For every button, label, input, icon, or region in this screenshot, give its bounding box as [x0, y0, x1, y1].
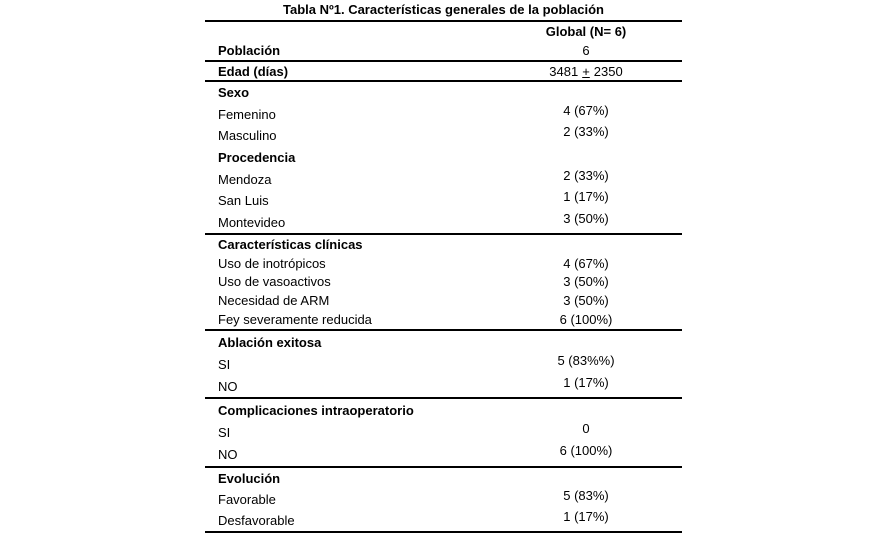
row-label: NO [218, 447, 238, 463]
row-value: 3481 +2350 [490, 65, 682, 78]
row-label: Femenino [218, 106, 276, 122]
row-label: Uso de inotrópicos [218, 255, 326, 271]
table-header-group: Global (N= 6) Población 6 [205, 20, 682, 60]
table-row: San Luis 1 (17%) [205, 190, 682, 212]
table-row: Uso de inotrópicos 4 (67%) [205, 254, 682, 273]
stats-table: Tabla Nº1. Características generales de … [205, 0, 682, 533]
row-value: 2 (33%) [563, 167, 609, 183]
plus-minus-sign: + [582, 63, 590, 79]
table-row: Desfavorable 1 (17%) [205, 510, 682, 531]
row-value: 1 (17%) [563, 189, 609, 205]
row-value: 5 (83%) [563, 488, 609, 503]
table-row: Edad (días) 3481 +2350 [205, 62, 682, 80]
table-row: SI 0 [205, 421, 682, 443]
row-label: San Luis [218, 193, 269, 209]
section-heading-row: Sexo [205, 82, 682, 104]
row-value: 0 [582, 420, 590, 436]
table-row: Necesidad de ARM 3 (50%) [205, 291, 682, 310]
section-heading-row: Evolución [205, 468, 682, 489]
section-heading-row: Complicaciones intraoperatorio [205, 399, 682, 421]
row-label: Uso de vasoactivos [218, 274, 331, 290]
row-label: Edad (días) [218, 63, 289, 79]
row-label: NO [218, 378, 238, 394]
section-heading-row: Características clínicas [205, 235, 682, 254]
row-label: Necesidad de ARM [218, 293, 330, 309]
row-label: Mendoza [218, 171, 272, 187]
section-heading: Evolución [218, 471, 281, 486]
row-value: 1 (17%) [563, 374, 609, 390]
row-value: 6 [582, 43, 590, 58]
row-value: 6 (100%) [559, 312, 613, 328]
table-row: Mendoza 2 (33%) [205, 168, 682, 190]
row-value: 1 (17%) [563, 509, 609, 524]
row-value: 6 (100%) [559, 443, 613, 459]
section-sexo-procedencia: Sexo Femenino 4 (67%) Masculino 2 (33%) … [205, 80, 682, 233]
section-heading: Procedencia [218, 150, 296, 166]
section-heading: Ablación exitosa [218, 334, 322, 350]
row-label: Masculino [218, 128, 277, 144]
section-evolucion: Evolución Favorable 5 (83%) Desfavorable… [205, 466, 682, 531]
section-heading: Sexo [218, 85, 250, 101]
table-row: Población 6 [205, 41, 682, 60]
table-row: Femenino 4 (67%) [205, 104, 682, 126]
table-row: Uso de vasoactivos 3 (50%) [205, 273, 682, 292]
edad-mean: 3481 [549, 63, 579, 79]
table-row: Fey severamente reducida 6 (100%) [205, 310, 682, 329]
edad-sd: 2350 [593, 63, 623, 79]
section-complicaciones: Complicaciones intraoperatorio SI 0 NO 6… [205, 397, 682, 466]
row-value: 5 (83%%) [557, 352, 615, 368]
table-row: Favorable 5 (83%) [205, 489, 682, 510]
section-ablacion-exitosa: Ablación exitosa SI 5 (83%%) NO 1 (17%) [205, 329, 682, 397]
row-label: Favorable [218, 492, 276, 507]
edad-group: Edad (días) 3481 +2350 [205, 60, 682, 80]
column-header-row: Global (N= 6) [205, 22, 682, 41]
row-value: 3 (50%) [563, 210, 609, 226]
row-label: SI [218, 424, 231, 440]
table-title: Tabla Nº1. Características generales de … [283, 2, 604, 17]
section-heading-row: Ablación exitosa [205, 331, 682, 353]
row-value: 4 (67%) [563, 102, 609, 118]
row-value: 4 (67%) [563, 255, 609, 271]
row-value: 2 (33%) [563, 124, 609, 140]
table-row: NO 6 (100%) [205, 444, 682, 466]
row-label: Población [218, 43, 281, 58]
row-label: Fey severamente reducida [218, 312, 372, 328]
section-heading-row: Procedencia [205, 147, 682, 169]
column-header: Global (N= 6) [545, 24, 627, 39]
row-label: Desfavorable [218, 513, 295, 528]
table-row: Masculino 2 (33%) [205, 125, 682, 147]
row-label: SI [218, 356, 231, 372]
section-caracteristicas-clinicas: Características clínicas Uso de inotrópi… [205, 233, 682, 329]
row-value: 3 (50%) [563, 274, 609, 290]
row-label: Montevideo [218, 214, 286, 230]
table-row: NO 1 (17%) [205, 375, 682, 397]
section-heading: Características clínicas [218, 236, 363, 252]
section-heading: Complicaciones intraoperatorio [218, 402, 414, 418]
table-row: Montevideo 3 (50%) [205, 211, 682, 233]
table-row: SI 5 (83%%) [205, 353, 682, 375]
row-value: 3 (50%) [563, 293, 609, 309]
